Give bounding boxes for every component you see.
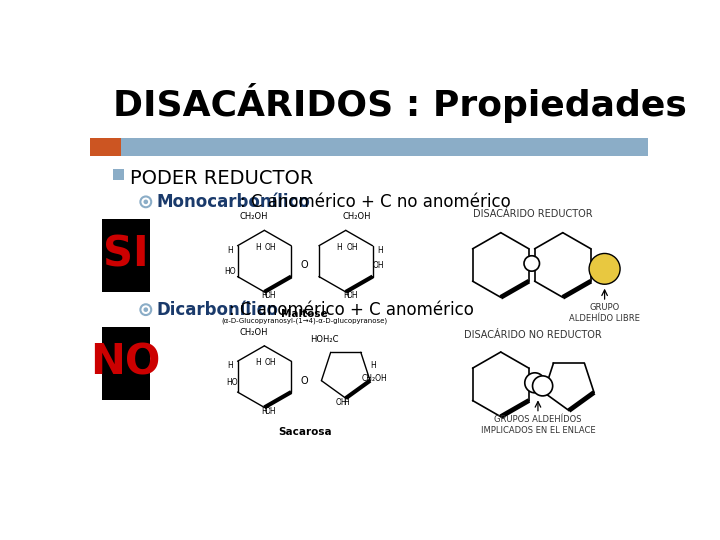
Text: H: H (343, 291, 348, 300)
Text: CH₂OH: CH₂OH (342, 212, 371, 221)
Text: Monocarbonílico: Monocarbonílico (157, 193, 310, 211)
Circle shape (143, 307, 148, 312)
Text: OH: OH (265, 359, 276, 367)
Text: O: O (301, 375, 308, 386)
Text: O: O (301, 260, 308, 270)
Text: OH: OH (265, 291, 276, 300)
Bar (102, 219, 150, 292)
Text: (α-D-Glucopyranosyl-(1→4)-α-D-glucopyranose): (α-D-Glucopyranosyl-(1→4)-α-D-glucopyran… (222, 318, 388, 324)
Circle shape (140, 197, 151, 207)
Text: HOH₂C: HOH₂C (310, 335, 338, 343)
Text: DISACÁRIDO REDUCTOR: DISACÁRIDO REDUCTOR (473, 209, 593, 219)
Text: OH: OH (336, 397, 347, 407)
Text: H: H (337, 243, 343, 252)
Text: OH: OH (265, 243, 276, 252)
Text: OH: OH (265, 407, 276, 416)
Text: OH: OH (346, 243, 358, 252)
Bar (90, 138, 648, 156)
Bar (113, 168, 124, 179)
Text: OH: OH (372, 260, 384, 269)
Bar (102, 327, 150, 400)
Text: DISACÁRIDO NO REDUCTOR: DISACÁRIDO NO REDUCTOR (464, 330, 601, 340)
Text: H: H (377, 246, 383, 255)
Text: H: H (228, 246, 233, 255)
Text: DISACÁRIDOS : Propiedades: DISACÁRIDOS : Propiedades (113, 83, 687, 123)
Text: OH: OH (346, 291, 358, 300)
Bar (90, 138, 121, 156)
Text: H: H (228, 361, 233, 370)
Text: : C anomérico + C no anomérico: : C anomérico + C no anomérico (240, 193, 511, 211)
Text: Maltose: Maltose (282, 309, 328, 319)
Text: CH₂OH: CH₂OH (239, 212, 268, 221)
Circle shape (589, 253, 620, 284)
Text: HO: HO (225, 267, 236, 276)
Circle shape (524, 256, 539, 271)
Text: H: H (370, 361, 376, 369)
Circle shape (525, 373, 545, 393)
Text: SI: SI (103, 234, 148, 276)
Text: CH₂OH: CH₂OH (239, 328, 268, 336)
Text: CH₂OH: CH₂OH (361, 374, 387, 383)
Circle shape (140, 304, 151, 315)
Text: H: H (256, 359, 261, 367)
Text: H: H (261, 291, 267, 300)
Circle shape (143, 200, 148, 204)
Text: Sacarosa: Sacarosa (278, 427, 331, 437)
Text: H: H (261, 407, 267, 416)
Text: Dicarbonílico: Dicarbonílico (157, 301, 279, 319)
Text: HO: HO (226, 379, 238, 387)
Text: GRUPO
ALDEHÍDO LIBRE: GRUPO ALDEHÍDO LIBRE (570, 303, 640, 323)
Text: H: H (256, 243, 261, 252)
Circle shape (533, 376, 553, 396)
Text: : C anomérico + C anomérico: : C anomérico + C anomérico (229, 301, 474, 319)
Text: GRUPOS ALDEHÍDOS
IMPLICADOS EN EL ENLACE: GRUPOS ALDEHÍDOS IMPLICADOS EN EL ENLACE (481, 415, 595, 435)
Text: PODER REDUCTOR: PODER REDUCTOR (130, 169, 314, 188)
Text: NO: NO (91, 342, 161, 384)
Text: H: H (343, 397, 348, 407)
